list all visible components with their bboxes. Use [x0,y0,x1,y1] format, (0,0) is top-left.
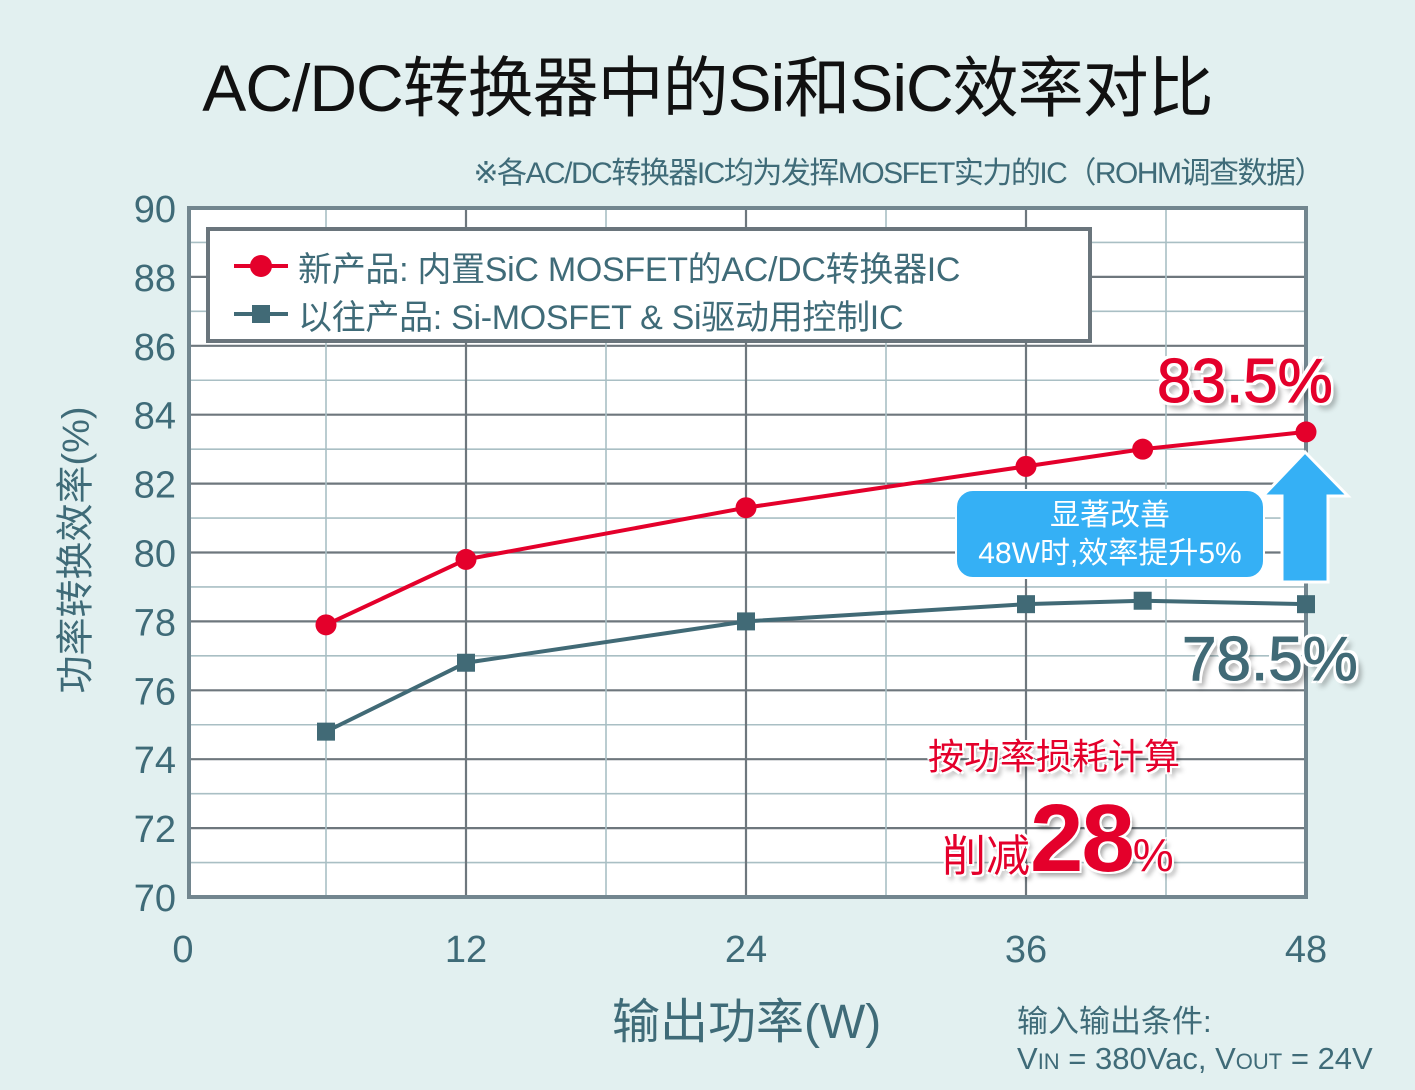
conditions-values: VIN = 380Vac, VOUT = 24V [1017,1041,1373,1076]
svg-text:72: 72 [134,809,176,851]
new-value-annotation: 83.5% [1157,347,1334,417]
chart-subtitle: ※各AC/DC转换器IC均为发挥MOSFET实力的IC（ROHM调查数据） [473,157,1324,190]
svg-text:78: 78 [134,602,176,644]
conditions-heading: 输入输出条件: [1017,1004,1212,1039]
legend-label-old: 以往产品: Si-MOSFET & Si驱动用控制IC [298,298,904,337]
svg-text:86: 86 [134,327,176,369]
svg-text:12: 12 [445,929,487,971]
y-axis-ticks: 70 72 74 76 78 80 82 84 86 88 90 [134,189,176,920]
svg-text:74: 74 [134,740,176,782]
svg-text:80: 80 [134,534,176,576]
loss-prefix: 削减 [942,832,1030,881]
svg-text:76: 76 [134,671,176,713]
circle-marker-icon [234,252,288,280]
loss-number: 28 [1030,785,1135,892]
old-value-annotation: 78.5% [1182,625,1359,695]
loss-heading: 按功率损耗计算 [928,736,1181,777]
loss-suffix: % [1132,829,1174,881]
callout-line-1: 显著改善 [1050,499,1170,532]
svg-text:84: 84 [134,396,176,438]
legend-item-old: 以往产品: Si-MOSFET & Si驱动用控制IC [234,292,904,337]
svg-text:88: 88 [134,258,176,300]
io-conditions: 输入输出条件: VIN = 380Vac, VOUT = 24V [1017,1003,1373,1080]
legend-label-new: 新产品: 内置SiC MOSFET的AC/DC转换器IC [298,250,961,289]
callout-line-2: 48W时,效率提升5% [978,537,1242,570]
chart-title: AC/DC转换器中的Si和SiC效率对比 [202,51,1213,125]
x-axis-label: 输出功率(W) [612,996,882,1049]
data-series [315,421,1317,741]
improvement-callout: 显著改善 48W时,效率提升5% [955,489,1265,579]
legend-item-new: 新产品: 内置SiC MOSFET的AC/DC转换器IC [234,244,961,289]
loss-reduction: 削减28% [942,784,1174,894]
svg-text:0: 0 [172,929,193,971]
legend: 新产品: 内置SiC MOSFET的AC/DC转换器IC 以往产品: Si-MO… [206,227,1092,343]
svg-text:48: 48 [1285,929,1327,971]
x-axis-ticks: 0 12 24 36 48 [172,929,1327,971]
svg-text:70: 70 [134,878,176,920]
svg-text:36: 36 [1005,929,1047,971]
svg-text:82: 82 [134,465,176,507]
svg-text:24: 24 [725,929,767,971]
square-marker-icon [234,300,288,328]
y-axis-label: 功率转换效率(%) [55,406,98,694]
svg-text:90: 90 [134,189,176,231]
up-arrow-icon [1262,450,1352,584]
